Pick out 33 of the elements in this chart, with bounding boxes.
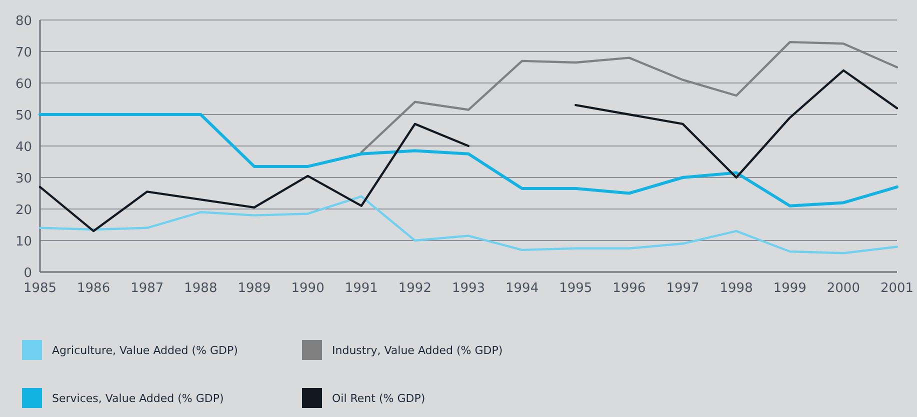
x-tick-label: 1997 — [666, 281, 700, 296]
y-tick-label: 40 — [15, 140, 32, 155]
x-tick-label: 1998 — [720, 281, 753, 296]
line-series — [360, 40, 898, 154]
legend-label: Agriculture, Value Added (% GDP) — [52, 344, 238, 357]
x-tick-label: 1987 — [130, 281, 164, 296]
y-tick-label: 70 — [15, 46, 32, 60]
y-tick-label: 30 — [15, 172, 32, 186]
legend-label: Industry, Value Added (% GDP) — [332, 344, 503, 357]
x-tick-label: 1999 — [773, 281, 806, 296]
line-series — [38, 195, 898, 254]
y-tick-label: 50 — [15, 108, 32, 124]
x-tick-label: 1994 — [506, 281, 539, 296]
y-tick-label: 80 — [15, 14, 32, 29]
line-series — [38, 113, 898, 208]
x-tick-label: 1992 — [398, 281, 432, 296]
legend-label: Oil Rent (% GDP) — [332, 392, 426, 405]
y-tick-label: 10 — [15, 234, 32, 250]
x-tick-label: 1995 — [559, 281, 592, 296]
x-tick-label: 2000 — [826, 281, 860, 296]
x-tick-label: 1986 — [77, 281, 110, 296]
y-tick-label: 60 — [15, 77, 32, 92]
y-tick-label: 20 — [15, 203, 32, 218]
x-tick-label: 1996 — [612, 281, 646, 296]
y-tick-label: 0 — [24, 266, 32, 281]
x-tick-label: 1989 — [238, 281, 271, 296]
x-tick-label: 1993 — [452, 281, 486, 296]
x-tick-label: 1985 — [23, 281, 57, 296]
x-tick-label: 2001 — [880, 281, 914, 296]
x-tick-label: 1988 — [184, 281, 218, 296]
legend-label: Services, Value Added (% GDP) — [52, 392, 224, 405]
x-tick-label: 1990 — [291, 281, 324, 296]
x-tick-label: 1991 — [344, 281, 378, 296]
